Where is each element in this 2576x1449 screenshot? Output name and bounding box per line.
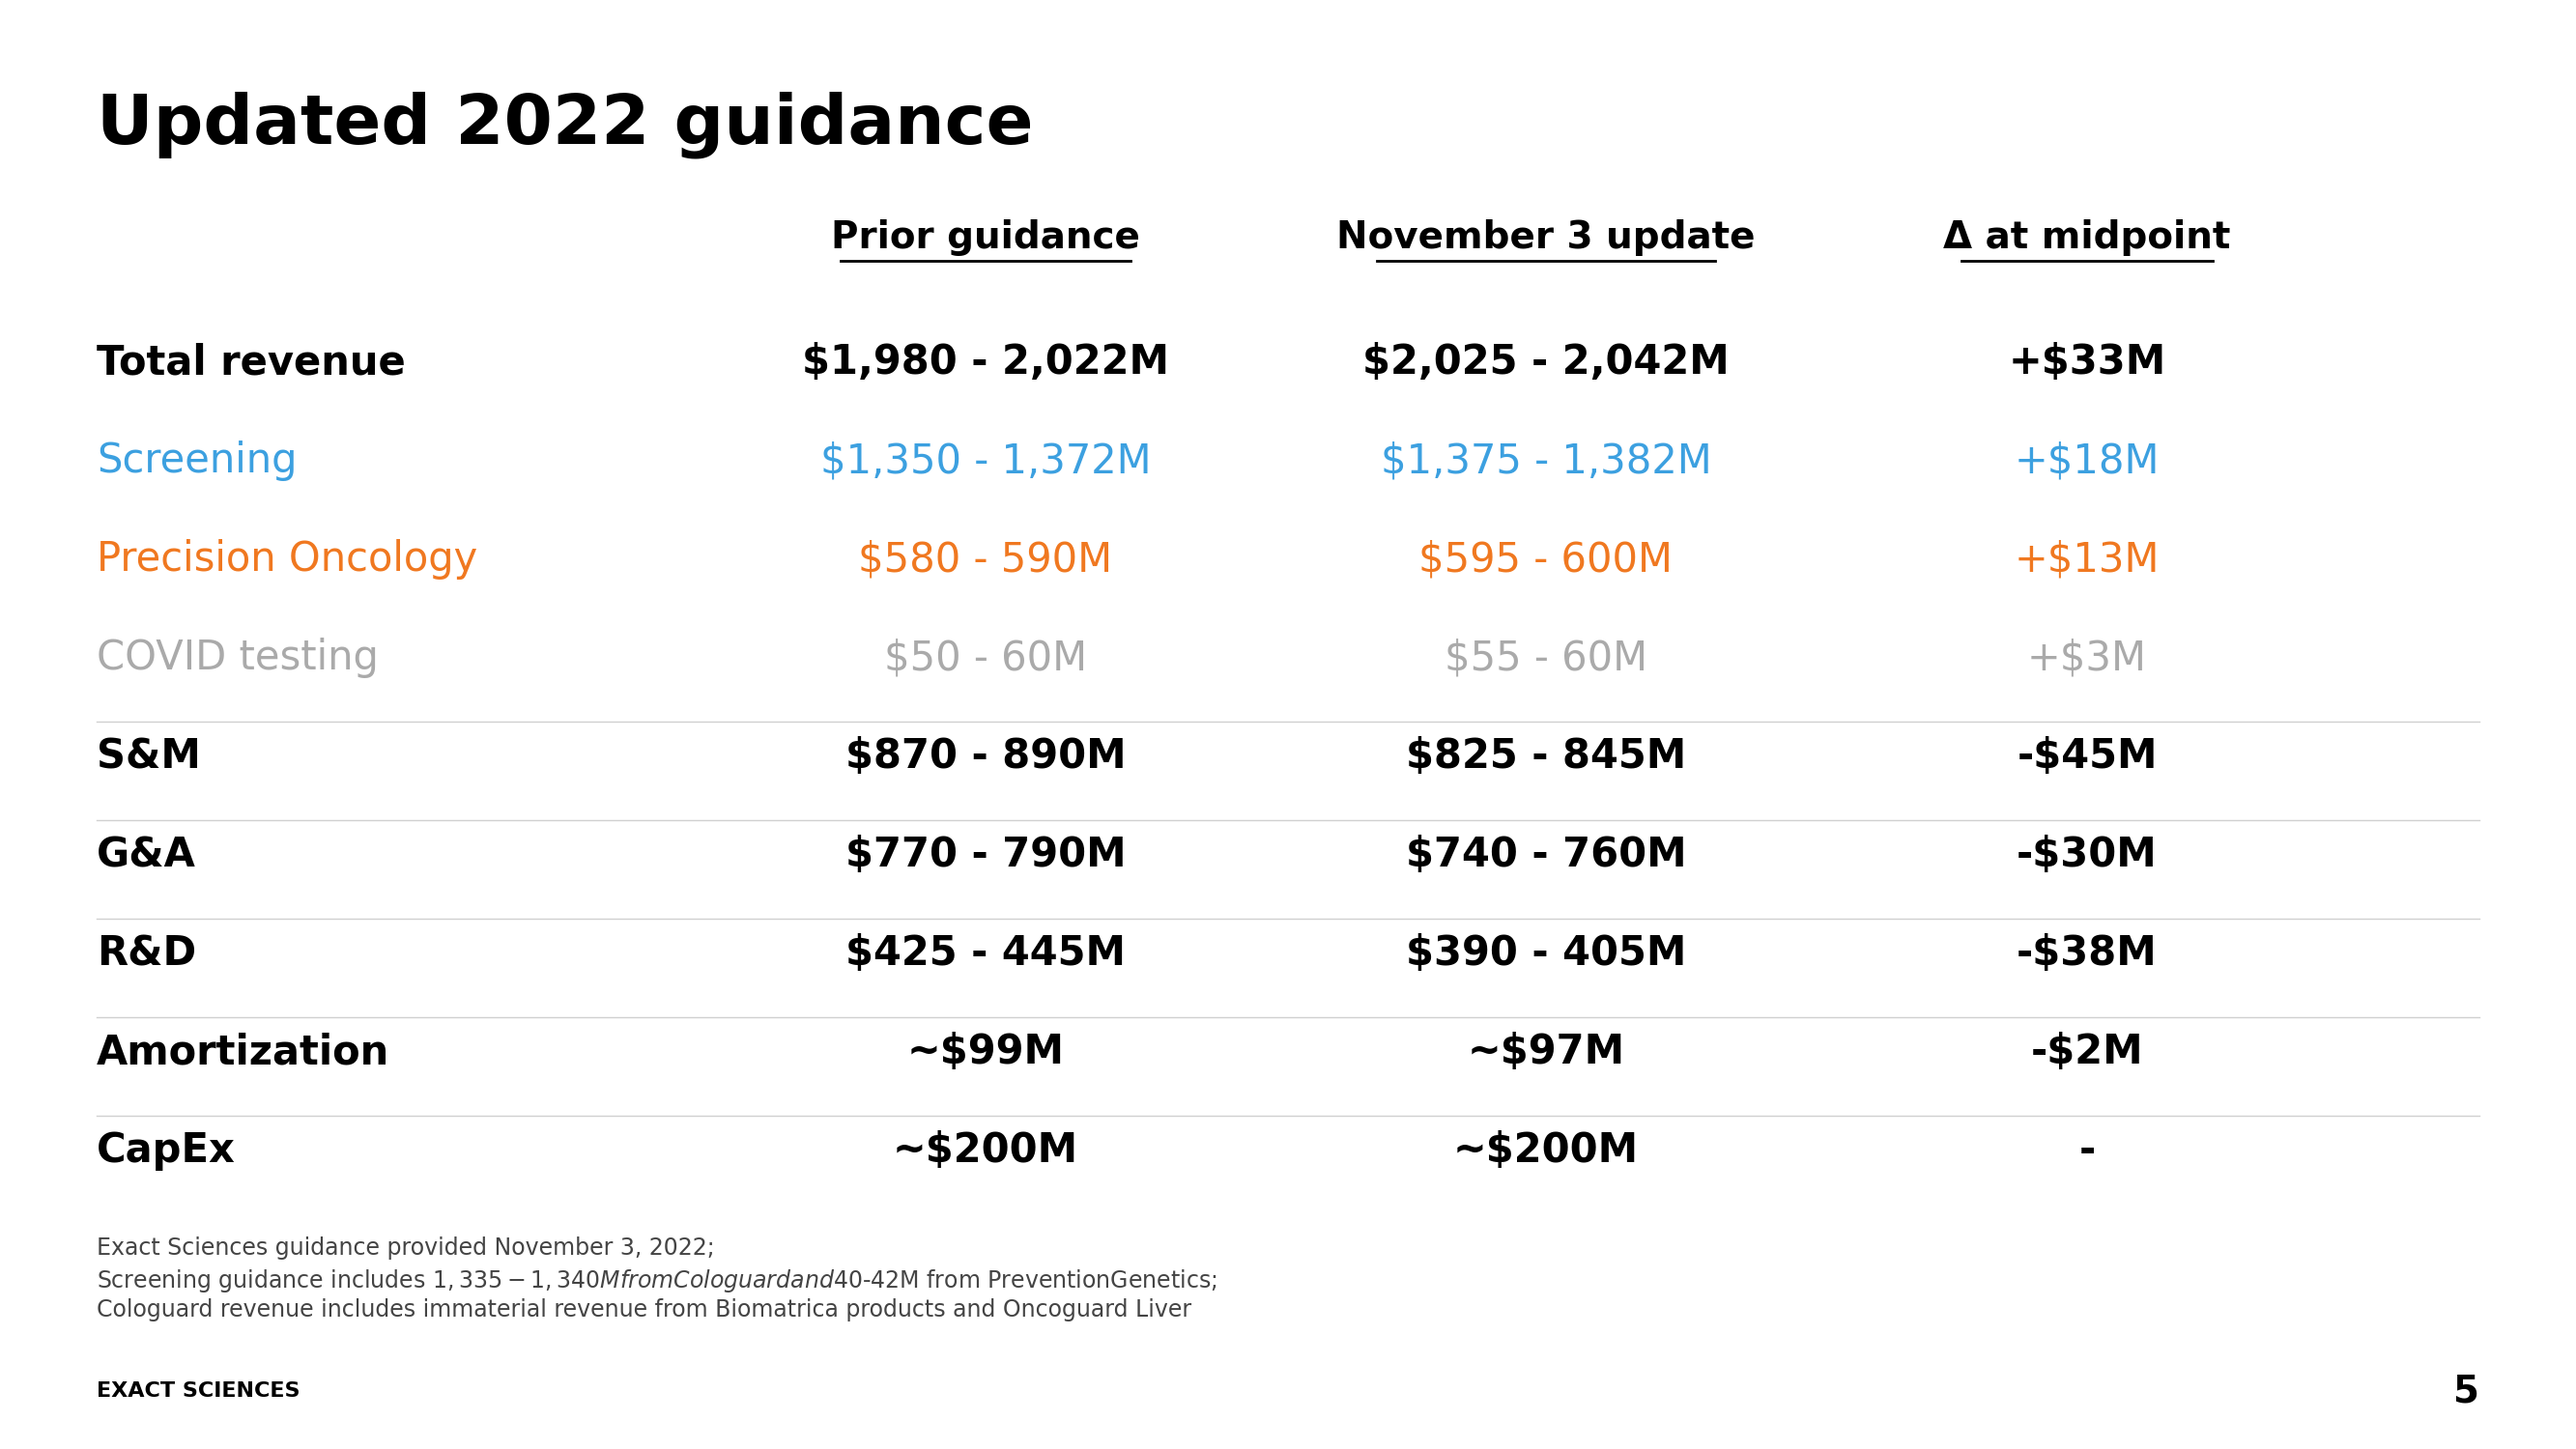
- Text: R&D: R&D: [98, 933, 196, 974]
- Text: Total revenue: Total revenue: [98, 342, 404, 383]
- Text: 5: 5: [2452, 1372, 2478, 1410]
- Text: -$30M: -$30M: [2017, 835, 2159, 875]
- Text: Screening: Screening: [98, 440, 296, 481]
- Text: Precision Oncology: Precision Oncology: [98, 539, 477, 580]
- Text: -$45M: -$45M: [2017, 736, 2156, 777]
- Text: November 3 update: November 3 update: [1337, 219, 1754, 256]
- Text: +$13M: +$13M: [2014, 539, 2159, 580]
- Text: $825 - 845M: $825 - 845M: [1406, 736, 1687, 777]
- Text: Amortization: Amortization: [98, 1032, 389, 1072]
- Text: COVID testing: COVID testing: [98, 638, 379, 678]
- Text: S&M: S&M: [98, 736, 201, 777]
- Text: ~$200M: ~$200M: [894, 1130, 1079, 1171]
- Text: Screening guidance includes $1,335-1,340M from Cologuard and $40-42M from Preven: Screening guidance includes $1,335-1,340…: [98, 1268, 1216, 1294]
- Text: Δ at midpoint: Δ at midpoint: [1942, 219, 2231, 256]
- Text: $1,980 - 2,022M: $1,980 - 2,022M: [801, 342, 1170, 383]
- Text: +$18M: +$18M: [2014, 440, 2159, 481]
- Text: Prior guidance: Prior guidance: [832, 219, 1141, 256]
- Text: -$2M: -$2M: [2030, 1032, 2143, 1072]
- Text: Updated 2022 guidance: Updated 2022 guidance: [98, 91, 1033, 159]
- Text: $50 - 60M: $50 - 60M: [884, 638, 1087, 678]
- Text: +$3M: +$3M: [2027, 638, 2146, 678]
- Text: ~$99M: ~$99M: [907, 1032, 1064, 1072]
- Text: Exact Sciences guidance provided November 3, 2022;: Exact Sciences guidance provided Novembe…: [98, 1236, 714, 1259]
- Text: ~$200M: ~$200M: [1453, 1130, 1638, 1171]
- Text: CapEx: CapEx: [98, 1130, 234, 1171]
- Text: $1,350 - 1,372M: $1,350 - 1,372M: [819, 440, 1151, 481]
- Text: $2,025 - 2,042M: $2,025 - 2,042M: [1363, 342, 1728, 383]
- Text: ~$97M: ~$97M: [1468, 1032, 1625, 1072]
- Text: $740 - 760M: $740 - 760M: [1406, 835, 1687, 875]
- Text: $425 - 445M: $425 - 445M: [845, 933, 1126, 974]
- Text: +$33M: +$33M: [2009, 342, 2166, 383]
- Text: Cologuard revenue includes immaterial revenue from Biomatrica products and Oncog: Cologuard revenue includes immaterial re…: [98, 1298, 1193, 1321]
- Text: $55 - 60M: $55 - 60M: [1445, 638, 1649, 678]
- Text: $390 - 405M: $390 - 405M: [1406, 933, 1687, 974]
- Text: $595 - 600M: $595 - 600M: [1419, 539, 1672, 580]
- Text: $870 - 890M: $870 - 890M: [845, 736, 1126, 777]
- Text: G&A: G&A: [98, 835, 196, 875]
- Text: $1,375 - 1,382M: $1,375 - 1,382M: [1381, 440, 1710, 481]
- Text: EXACT SCIENCES: EXACT SCIENCES: [98, 1381, 299, 1401]
- Text: $770 - 790M: $770 - 790M: [845, 835, 1126, 875]
- Text: -: -: [2079, 1130, 2094, 1171]
- Text: -$38M: -$38M: [2017, 933, 2159, 974]
- Text: $580 - 590M: $580 - 590M: [858, 539, 1113, 580]
